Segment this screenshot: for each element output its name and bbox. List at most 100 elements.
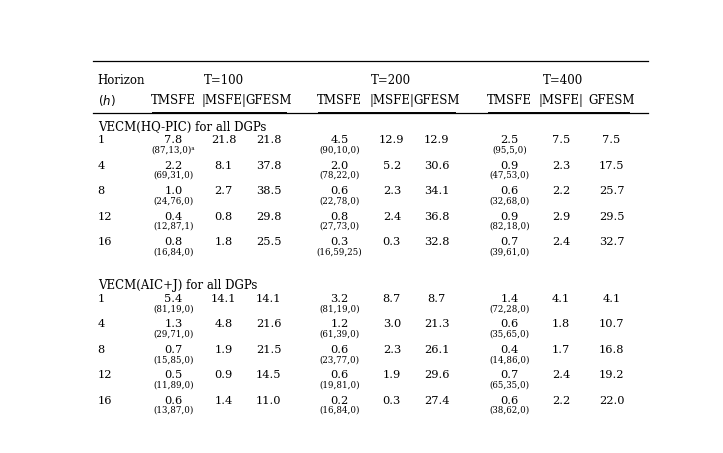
Text: 1.0: 1.0 bbox=[164, 186, 182, 196]
Text: (32,68,0): (32,68,0) bbox=[489, 196, 530, 205]
Text: 0.8: 0.8 bbox=[164, 237, 182, 247]
Text: 0.8: 0.8 bbox=[330, 212, 348, 222]
Text: GFESM: GFESM bbox=[589, 94, 635, 107]
Text: 4.5: 4.5 bbox=[330, 135, 348, 145]
Text: 1.4: 1.4 bbox=[500, 294, 518, 304]
Text: (87,13,0)ᵃ: (87,13,0)ᵃ bbox=[152, 145, 195, 154]
Text: 0.6: 0.6 bbox=[330, 370, 348, 380]
Text: 2.3: 2.3 bbox=[382, 345, 401, 355]
Text: 21.5: 21.5 bbox=[256, 345, 281, 355]
Text: 29.5: 29.5 bbox=[599, 212, 624, 222]
Text: 8.1: 8.1 bbox=[215, 161, 233, 171]
Text: 7.5: 7.5 bbox=[552, 135, 570, 145]
Text: 32.7: 32.7 bbox=[599, 237, 624, 247]
Text: 27.4: 27.4 bbox=[424, 396, 450, 406]
Text: 1.8: 1.8 bbox=[215, 237, 233, 247]
Text: (82,18,0): (82,18,0) bbox=[489, 222, 530, 231]
Text: (12,87,1): (12,87,1) bbox=[153, 222, 194, 231]
Text: 14.1: 14.1 bbox=[256, 294, 281, 304]
Text: 4.1: 4.1 bbox=[602, 294, 620, 304]
Text: 2.2: 2.2 bbox=[552, 186, 570, 196]
Text: 1.9: 1.9 bbox=[215, 345, 233, 355]
Text: (39,61,0): (39,61,0) bbox=[489, 247, 530, 256]
Text: 0.7: 0.7 bbox=[500, 370, 518, 380]
Text: (81,19,0): (81,19,0) bbox=[153, 304, 194, 313]
Text: 11.0: 11.0 bbox=[256, 396, 281, 406]
Text: (65,35,0): (65,35,0) bbox=[489, 381, 529, 390]
Text: VECM(HQ-PIC) for all DGPs: VECM(HQ-PIC) for all DGPs bbox=[98, 121, 266, 134]
Text: Horizon: Horizon bbox=[98, 74, 145, 87]
Text: 7.8: 7.8 bbox=[164, 135, 182, 145]
Text: 8: 8 bbox=[98, 186, 105, 196]
Text: (81,19,0): (81,19,0) bbox=[320, 304, 360, 313]
Text: (27,73,0): (27,73,0) bbox=[320, 222, 360, 231]
Text: 5.2: 5.2 bbox=[382, 161, 401, 171]
Text: 2.3: 2.3 bbox=[382, 186, 401, 196]
Text: (38,62,0): (38,62,0) bbox=[489, 406, 530, 415]
Text: 1: 1 bbox=[98, 294, 105, 304]
Text: 2.3: 2.3 bbox=[552, 161, 570, 171]
Text: (14,86,0): (14,86,0) bbox=[489, 355, 530, 364]
Text: 29.6: 29.6 bbox=[424, 370, 450, 380]
Text: 12.9: 12.9 bbox=[424, 135, 450, 145]
Text: 0.3: 0.3 bbox=[382, 396, 401, 406]
Text: 0.6: 0.6 bbox=[330, 345, 348, 355]
Text: 4.1: 4.1 bbox=[552, 294, 570, 304]
Text: (72,28,0): (72,28,0) bbox=[489, 304, 530, 313]
Text: (29,71,0): (29,71,0) bbox=[153, 330, 194, 338]
Text: 1.9: 1.9 bbox=[382, 370, 401, 380]
Text: 0.9: 0.9 bbox=[215, 370, 233, 380]
Text: 4.8: 4.8 bbox=[215, 319, 233, 329]
Text: 21.3: 21.3 bbox=[424, 319, 450, 329]
Text: (16,84,0): (16,84,0) bbox=[153, 247, 194, 256]
Text: (90,10,0): (90,10,0) bbox=[320, 145, 360, 154]
Text: 10.7: 10.7 bbox=[599, 319, 624, 329]
Text: 0.9: 0.9 bbox=[500, 212, 518, 222]
Text: (61,39,0): (61,39,0) bbox=[320, 330, 360, 338]
Text: 36.8: 36.8 bbox=[424, 212, 450, 222]
Text: 1.2: 1.2 bbox=[330, 319, 348, 329]
Text: (11,89,0): (11,89,0) bbox=[153, 381, 194, 390]
Text: (15,85,0): (15,85,0) bbox=[153, 355, 194, 364]
Text: 2.9: 2.9 bbox=[552, 212, 570, 222]
Text: $(h)$: $(h)$ bbox=[98, 93, 115, 108]
Text: T=400: T=400 bbox=[543, 74, 583, 87]
Text: 8.7: 8.7 bbox=[382, 294, 401, 304]
Text: (16,59,25): (16,59,25) bbox=[317, 247, 363, 256]
Text: T=200: T=200 bbox=[371, 74, 411, 87]
Text: TMSFE: TMSFE bbox=[487, 94, 532, 107]
Text: 0.4: 0.4 bbox=[164, 212, 182, 222]
Text: (24,76,0): (24,76,0) bbox=[153, 196, 194, 205]
Text: 37.8: 37.8 bbox=[256, 161, 281, 171]
Text: 7.5: 7.5 bbox=[602, 135, 620, 145]
Text: 22.0: 22.0 bbox=[599, 396, 624, 406]
Text: 0.6: 0.6 bbox=[500, 186, 518, 196]
Text: TMSFE: TMSFE bbox=[317, 94, 362, 107]
Text: 19.2: 19.2 bbox=[599, 370, 624, 380]
Text: 32.8: 32.8 bbox=[424, 237, 450, 247]
Text: 12: 12 bbox=[98, 212, 112, 222]
Text: 3.2: 3.2 bbox=[330, 294, 348, 304]
Text: 5.4: 5.4 bbox=[164, 294, 182, 304]
Text: 1.7: 1.7 bbox=[552, 345, 570, 355]
Text: 0.4: 0.4 bbox=[500, 345, 518, 355]
Text: 21.6: 21.6 bbox=[256, 319, 281, 329]
Text: 21.8: 21.8 bbox=[211, 135, 236, 145]
Text: 0.7: 0.7 bbox=[164, 345, 182, 355]
Text: 17.5: 17.5 bbox=[599, 161, 624, 171]
Text: (19,81,0): (19,81,0) bbox=[320, 381, 360, 390]
Text: (23,77,0): (23,77,0) bbox=[320, 355, 360, 364]
Text: 1.3: 1.3 bbox=[164, 319, 182, 329]
Text: (35,65,0): (35,65,0) bbox=[489, 330, 529, 338]
Text: GFESM: GFESM bbox=[414, 94, 460, 107]
Text: (78,22,0): (78,22,0) bbox=[320, 171, 360, 180]
Text: 2.5: 2.5 bbox=[500, 135, 518, 145]
Text: 25.5: 25.5 bbox=[256, 237, 281, 247]
Text: 0.2: 0.2 bbox=[330, 396, 348, 406]
Text: 14.1: 14.1 bbox=[211, 294, 236, 304]
Text: 0.6: 0.6 bbox=[330, 186, 348, 196]
Text: (16,84,0): (16,84,0) bbox=[320, 406, 360, 415]
Text: 0.9: 0.9 bbox=[500, 161, 518, 171]
Text: (47,53,0): (47,53,0) bbox=[489, 171, 529, 180]
Text: 16.8: 16.8 bbox=[599, 345, 624, 355]
